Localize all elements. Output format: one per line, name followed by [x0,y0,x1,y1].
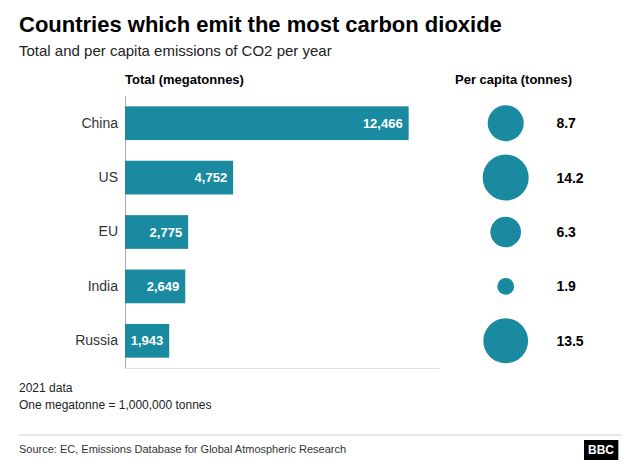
x-axis-line [126,368,440,369]
data-label: 1.9 [556,278,576,294]
bubble [490,217,521,248]
y-tick: India [88,278,119,294]
credit-background [584,440,618,460]
data-label: 8.7 [556,115,576,131]
data-label: 2,775 [150,225,183,240]
y-tick-label: India [88,278,119,294]
bubble [483,318,528,363]
chart: Countries which emit the most carbon dio… [0,0,640,470]
bar [125,106,409,140]
bar [125,215,188,249]
bar [125,270,185,304]
bars [125,106,409,357]
bar-labels: 12,466 4,752 2,775 2,649 1,943 [131,116,403,349]
source: Source: EC, Emissions Database for Globa… [19,443,346,455]
credit: BBC [588,443,614,457]
bubble [497,278,514,295]
y-tick: Russia [75,332,118,348]
subtitle: Total and per capita emissions of CO2 pe… [19,42,332,59]
data-label: 12,466 [363,116,403,131]
data-label: 14.2 [556,170,583,186]
bubble-labels: 8.7 14.2 6.3 1.9 13.5 [556,115,583,349]
bar [125,161,233,195]
footnote: One megatonne = 1,000,000 tonnes [19,398,212,412]
y-axis: China US EU India Russia [75,97,125,369]
column-header: Per capita (tonnes) [455,72,572,87]
credit-box: BBC [584,440,618,460]
column-header: Total (megatonnes) [125,72,244,87]
rule [19,435,621,436]
y-tick: China [81,115,118,131]
bubbles [483,105,529,363]
data-label: 2,649 [147,279,180,294]
data-label: 4,752 [195,170,228,185]
title: Countries which emit the most carbon dio… [19,12,502,37]
y-tick: EU [99,223,118,239]
y-tick-label: US [99,169,118,185]
bar [125,324,169,358]
y-tick: US [99,169,118,185]
y-tick-label: Russia [75,332,118,348]
y-tick-label: China [81,115,118,131]
bubble [488,105,524,141]
data-label: 6.3 [556,224,576,240]
footnote: 2021 data [19,381,73,395]
x-axis [126,368,440,369]
y-tick-label: EU [99,223,118,239]
data-label: 13.5 [556,333,583,349]
bubble [483,155,529,201]
data-label: 1,943 [131,333,164,348]
